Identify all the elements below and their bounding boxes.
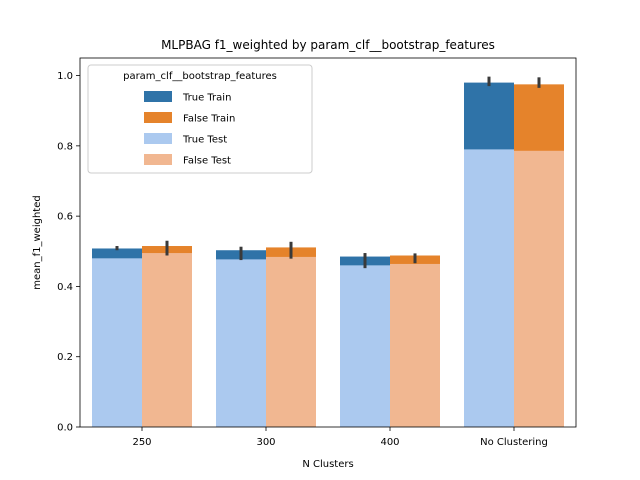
y-tick-label-3: 0.6 <box>57 212 73 223</box>
x-tick-label-3: No Clustering <box>480 437 548 448</box>
y-tick-label-0: 0.0 <box>57 423 73 434</box>
bar-true-test-2 <box>340 265 390 427</box>
plot-frame <box>79 57 577 428</box>
bar-false-test-3 <box>514 150 564 427</box>
legend-items: True Train False Train True Test False Test <box>144 91 235 167</box>
bar-true-test-1 <box>216 259 266 427</box>
bar-false-test-2 <box>390 263 440 427</box>
legend: param_clf__bootstrap_features True Train… <box>87 64 313 174</box>
bar-false-test-1 <box>266 256 316 427</box>
legend-swatch-0 <box>144 91 172 102</box>
y-tick-label-4: 0.8 <box>57 141 73 152</box>
y-tick-label-1: 0.2 <box>57 352 73 363</box>
chart-title: MLPBAG f1_weighted by param_clf__bootstr… <box>161 38 495 52</box>
x-tick-label-1: 300 <box>256 437 275 448</box>
legend-swatch-2 <box>144 133 172 144</box>
bar-true-test-0 <box>92 258 142 427</box>
legend-label-3: False Test <box>183 156 231 167</box>
legend-label-1: False Train <box>183 114 235 125</box>
y-axis-label: mean_f1_weighted <box>32 195 43 289</box>
legend-label-0: True Train <box>182 93 231 104</box>
bar-true-test-3 <box>464 149 514 427</box>
bars-layer <box>92 82 564 427</box>
y-axis-ticks: 0.0 0.2 0.4 0.6 0.8 1.0 <box>57 71 80 434</box>
y-tick-label-2: 0.4 <box>57 282 73 293</box>
legend-swatch-3 <box>144 154 172 165</box>
error-bars-layer <box>115 76 541 269</box>
y-tick-label-5: 1.0 <box>57 71 73 82</box>
bar-false-test-0 <box>142 253 192 427</box>
x-axis-ticks: 250 300 400 No Clustering <box>132 427 548 448</box>
legend-label-2: True Test <box>182 135 227 146</box>
x-tick-label-2: 400 <box>380 437 399 448</box>
x-tick-label-0: 250 <box>132 437 151 448</box>
legend-title: param_clf__bootstrap_features <box>123 71 277 82</box>
axes <box>79 57 577 428</box>
x-axis-label: N Clusters <box>302 459 353 470</box>
legend-swatch-1 <box>144 112 172 123</box>
